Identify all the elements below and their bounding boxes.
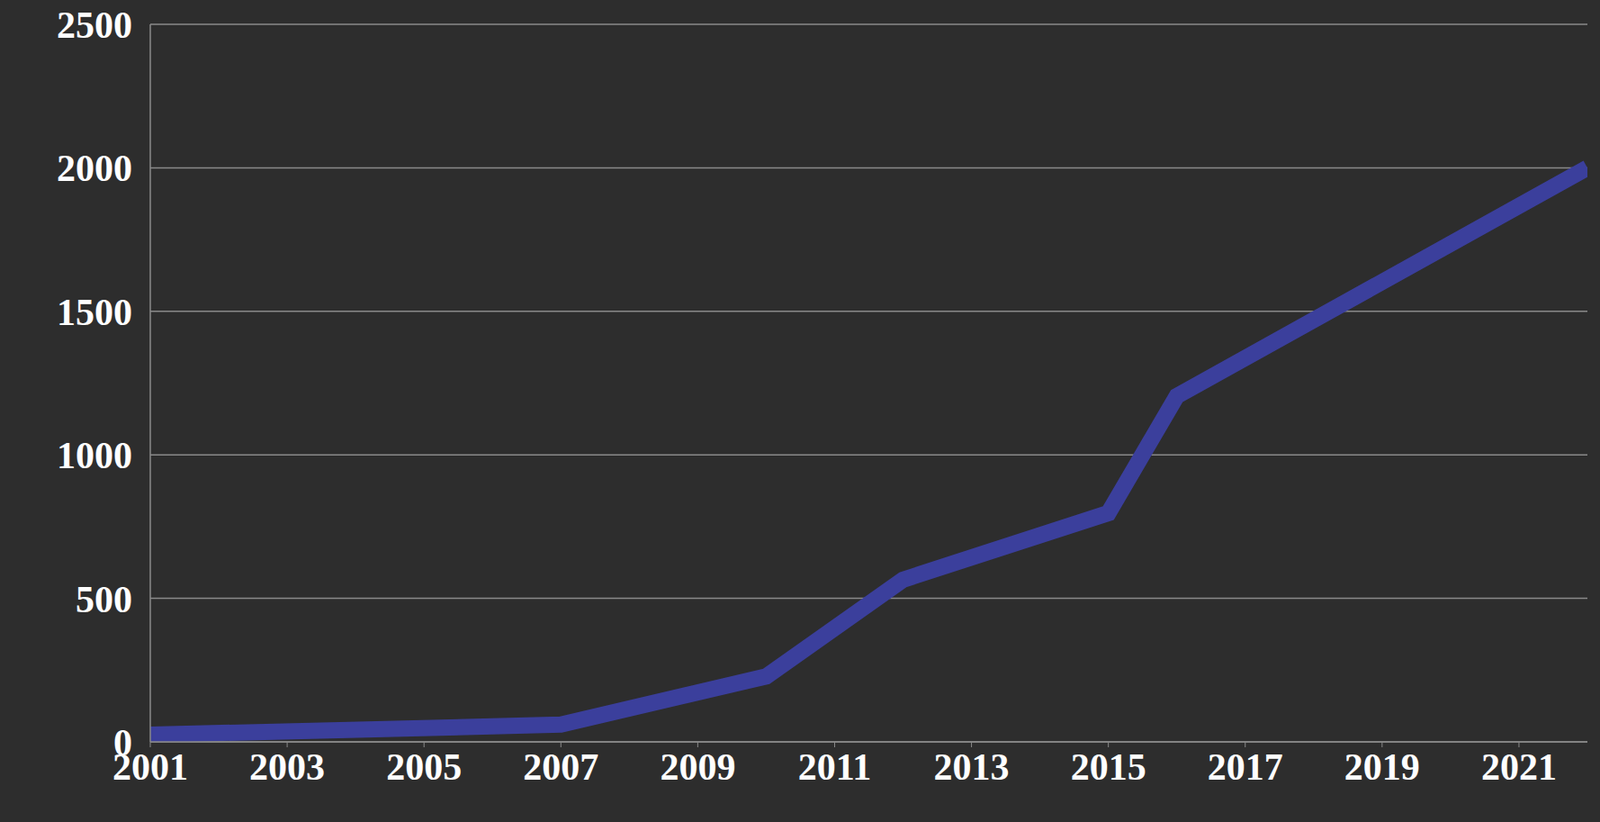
svg-text:1000: 1000 — [56, 434, 133, 477]
svg-text:2011: 2011 — [798, 746, 872, 788]
svg-text:500: 500 — [75, 578, 133, 621]
svg-text:0: 0 — [113, 721, 133, 764]
svg-text:2019: 2019 — [1344, 746, 1421, 788]
svg-text:2007: 2007 — [522, 746, 599, 788]
svg-text:2017: 2017 — [1207, 746, 1284, 788]
svg-text:2500: 2500 — [56, 4, 133, 46]
svg-text:2005: 2005 — [386, 746, 462, 788]
svg-text:2013: 2013 — [934, 746, 1010, 788]
svg-text:2009: 2009 — [659, 746, 736, 788]
svg-text:2001: 2001 — [112, 745, 189, 788]
svg-text:1500: 1500 — [56, 291, 133, 333]
svg-text:2003: 2003 — [249, 746, 325, 788]
svg-text:2000: 2000 — [56, 147, 133, 189]
svg-text:2015: 2015 — [1070, 746, 1147, 788]
svg-text:2021: 2021 — [1481, 746, 1557, 788]
